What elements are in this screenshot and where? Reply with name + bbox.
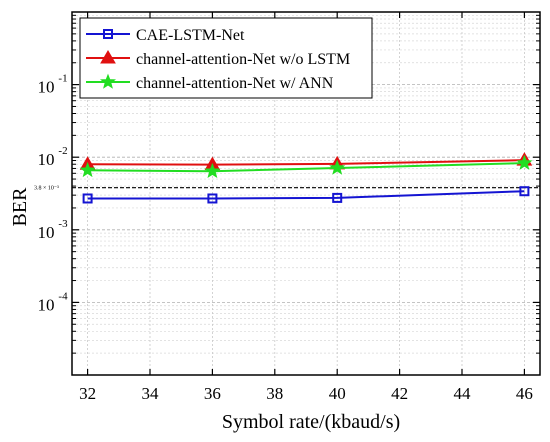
x-tick-label: 34	[142, 384, 160, 403]
x-tick-label: 40	[329, 384, 346, 403]
data-point-marker	[519, 186, 530, 197]
y-tick-label: 10	[38, 150, 55, 169]
data-point-marker	[332, 192, 343, 203]
data-point-marker	[329, 159, 346, 175]
series-0	[82, 186, 530, 204]
x-tick-label: 36	[204, 384, 221, 403]
legend-label: channel-attention-Net w/ ANN	[136, 75, 334, 92]
series-2	[79, 154, 533, 179]
y-tick-label: 10	[38, 223, 55, 242]
threshold-label: 3.8 × 10⁻³	[34, 186, 59, 192]
threshold-layer: 3.8 × 10⁻³	[34, 186, 540, 192]
y-axis-label: BER	[9, 187, 31, 227]
y-tick-label: 10	[38, 295, 55, 314]
series-line	[87, 159, 525, 166]
x-tick-label: 32	[79, 384, 96, 403]
data-point-marker	[82, 193, 93, 204]
legend-label: CAE-LSTM-Net	[136, 27, 245, 44]
data-point-marker	[103, 29, 113, 39]
y-tick-exponent: -1	[58, 73, 67, 85]
x-tick-label: 38	[266, 384, 283, 403]
y-tick-label: 10	[38, 78, 55, 97]
series-layer	[79, 152, 533, 204]
legend-entry: CAE-LSTM-Net	[86, 27, 245, 44]
y-tick-exponent: -3	[58, 218, 68, 230]
data-point-marker	[100, 73, 116, 89]
legend: CAE-LSTM-Net channel-attention-Net w/o LS…	[79, 17, 373, 99]
x-tick-label: 42	[391, 384, 408, 403]
data-point-marker	[207, 193, 218, 204]
x-axis-label: Symbol rate/(kbaud/s)	[222, 411, 400, 433]
legend-entry: channel-attention-Net w/ ANN	[86, 73, 334, 92]
plot-frame	[71, 11, 541, 376]
legend-entry: channel-attention-Net w/o LSTM	[86, 50, 350, 68]
x-tick-label: 44	[454, 384, 472, 403]
data-point-marker	[100, 50, 116, 64]
series-line	[87, 162, 525, 173]
data-point-marker	[204, 162, 221, 179]
y-tick-exponent: -4	[58, 290, 68, 302]
legend-label: channel-attention-Net w/o LSTM	[136, 51, 350, 68]
series-1	[79, 152, 533, 171]
y-tick-exponent: -2	[58, 145, 67, 157]
data-point-marker	[79, 161, 96, 178]
data-point-marker	[516, 154, 533, 170]
series-line	[87, 190, 525, 200]
x-tick-label: 46	[516, 384, 533, 403]
